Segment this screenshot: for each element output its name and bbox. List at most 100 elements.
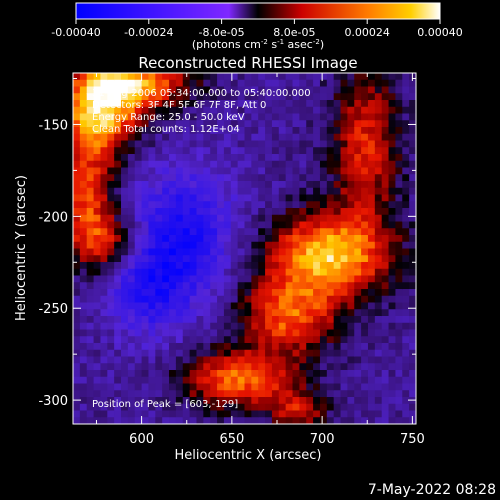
heatmap-cell	[409, 390, 416, 398]
heatmap-cell	[306, 363, 314, 371]
heatmap-cell	[155, 282, 163, 290]
heatmap-cell	[402, 255, 410, 263]
heatmap-cell	[230, 106, 239, 115]
heatmap-cell	[134, 295, 143, 304]
heatmap-cell	[402, 228, 410, 236]
heatmap-cell	[182, 167, 191, 175]
heatmap-cell	[169, 383, 177, 391]
heatmap-cell	[100, 214, 108, 223]
heatmap-cell	[299, 79, 307, 88]
heatmap-cell	[326, 383, 335, 391]
heatmap-cell	[271, 383, 280, 391]
heatmap-cell	[251, 248, 259, 256]
heatmap-cell	[354, 106, 362, 115]
heatmap-cell	[148, 140, 156, 148]
heatmap-cell	[217, 370, 225, 378]
heatmap-cell	[285, 235, 294, 243]
heatmap-cell	[409, 268, 416, 277]
heatmap-cell	[162, 316, 170, 324]
heatmap-cell	[285, 73, 294, 81]
heatmap-cell	[278, 73, 287, 81]
heatmap-cell	[121, 363, 129, 371]
heatmap-cell	[79, 187, 88, 196]
heatmap-cell	[134, 167, 143, 175]
heatmap-cell	[203, 383, 211, 391]
heatmap-cell	[299, 201, 307, 209]
heatmap-cell	[93, 262, 102, 270]
heatmap-cell	[148, 376, 156, 385]
heatmap-cell	[127, 214, 136, 223]
heatmap-cell	[306, 417, 314, 424]
heatmap-cell	[86, 160, 95, 169]
heatmap-cell	[347, 140, 355, 148]
heatmap-cell	[223, 100, 232, 108]
heatmap-cell	[210, 221, 218, 229]
heatmap-cell	[73, 403, 81, 412]
heatmap-cell	[319, 235, 328, 243]
heatmap-cell	[388, 73, 397, 81]
heatmap-cell	[326, 201, 335, 209]
heatmap-cell	[326, 336, 335, 344]
heatmap-cell	[388, 343, 397, 351]
heatmap-cell	[196, 241, 204, 250]
heatmap-cell	[244, 370, 252, 378]
heatmap-cell	[93, 73, 102, 81]
heatmap-cell	[347, 329, 355, 337]
heatmap-cell	[285, 329, 294, 337]
heatmap-cell	[73, 214, 81, 223]
heatmap-cell	[319, 241, 328, 250]
heatmap-cell	[100, 106, 108, 115]
heatmap-cell	[230, 329, 239, 337]
heatmap-cell	[182, 113, 191, 121]
heatmap-cell	[381, 410, 390, 418]
heatmap-cell	[134, 262, 143, 270]
heatmap-cell	[361, 160, 369, 169]
heatmap-cell	[299, 343, 307, 351]
heatmap-cell	[265, 147, 273, 155]
heatmap-cell	[354, 174, 362, 182]
heatmap-cell	[196, 309, 204, 317]
heatmap-cell	[319, 79, 328, 88]
heatmap-cell	[182, 336, 191, 344]
heatmap-cell	[319, 174, 328, 182]
heatmap-cell	[107, 86, 115, 94]
heatmap-cell	[251, 349, 259, 358]
heatmap-cell	[127, 221, 136, 229]
heatmap-cell	[347, 268, 355, 277]
heatmap-cell	[189, 235, 198, 243]
heatmap-cell	[121, 349, 129, 358]
heatmap-cell	[127, 127, 136, 135]
heatmap-cell	[155, 86, 163, 94]
heatmap-cell	[182, 140, 191, 148]
heatmap-cell	[292, 356, 300, 364]
heatmap-cell	[381, 262, 390, 270]
heatmap-cell	[175, 390, 184, 398]
heatmap-cell	[244, 235, 252, 243]
heatmap-cell	[162, 363, 170, 371]
heatmap-cell	[169, 262, 177, 270]
heatmap-cell	[127, 113, 136, 121]
heatmap-cell	[169, 336, 177, 344]
heatmap-cell	[223, 268, 232, 277]
heatmap-cell	[79, 316, 88, 324]
colorbar-labels: -0.00040 -0.00024 -8.0e-05 8.0e-05 0.00024 0.…	[51, 26, 462, 39]
heatmap-cell	[258, 201, 266, 209]
heatmap-cell	[114, 309, 122, 317]
heatmap-cell	[237, 397, 246, 405]
heatmap-cell	[79, 93, 88, 101]
heatmap-cell	[169, 100, 177, 108]
heatmap-cell	[100, 295, 108, 304]
heatmap-cell	[237, 187, 246, 196]
heatmap-cell	[374, 248, 383, 256]
heatmap-cell	[271, 390, 280, 398]
heatmap-cell	[114, 302, 122, 310]
heatmap-cell	[278, 194, 287, 202]
heatmap-cell	[189, 275, 198, 283]
heatmap-cell	[189, 187, 198, 196]
heatmap-cell	[258, 167, 266, 175]
heatmap-cell	[217, 221, 225, 229]
heatmap-cell	[367, 289, 376, 297]
heatmap-cell	[361, 356, 369, 364]
heatmap-cell	[189, 228, 198, 236]
heatmap-cell	[285, 363, 294, 371]
